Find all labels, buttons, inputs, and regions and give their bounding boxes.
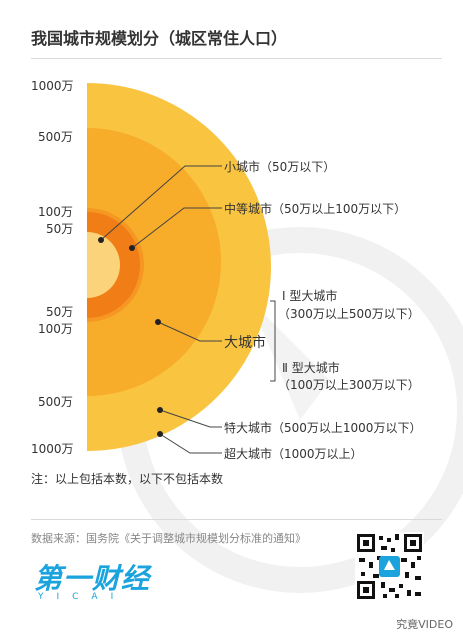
leader-lines	[100, 165, 276, 454]
page-title: 我国城市规模划分（城区常住人口）	[31, 29, 288, 48]
source-text: 数据来源：国务院《关于调整城市规模划分标准的通知》	[31, 532, 306, 545]
label-type2-large-city: Ⅱ 型大城市	[282, 361, 340, 375]
divider	[31, 58, 442, 59]
leader-small	[100, 165, 222, 241]
dot-large	[155, 319, 161, 325]
tick-500-bottom: 500万	[38, 395, 73, 409]
label-medium-city: 中等城市（50万以上100万以下）	[224, 202, 407, 216]
leader-dots	[98, 237, 163, 437]
label-type1-range: （300万以上500万以下）	[278, 307, 420, 321]
bracket-large-subtypes	[270, 300, 276, 382]
ring-extra-large-city	[87, 128, 221, 396]
tick-50-top: 50万	[46, 222, 74, 236]
ring-small-city	[87, 232, 120, 298]
label-type1-large-city: Ⅰ 型大城市	[282, 289, 338, 303]
tick-1000-top: 1000万	[31, 79, 74, 93]
tick-500-top: 500万	[38, 130, 73, 144]
dot-medium	[129, 245, 135, 251]
tick-1000-bottom: 1000万	[31, 442, 74, 456]
tick-100-bottom: 100万	[38, 322, 73, 336]
leader-extra-large	[159, 409, 222, 428]
brand-logo: 第一财经	[34, 562, 151, 595]
divider-bottom	[31, 519, 442, 520]
watermark-label: 究竟VIDEO	[396, 618, 453, 631]
dot-mega	[157, 431, 163, 437]
qr-code	[355, 532, 424, 601]
tick-100-top: 100万	[38, 205, 73, 219]
label-large-city: 大城市	[224, 335, 266, 351]
leader-large	[157, 321, 222, 342]
label-extra-large-city: 特大城市（500万以上1000万以下）	[224, 421, 422, 435]
leader-mega	[159, 433, 222, 454]
dot-extra-large	[157, 407, 163, 413]
leader-medium	[131, 207, 222, 249]
label-small-city: 小城市（50万以下）	[224, 160, 336, 174]
watermark-mark	[250, 300, 330, 420]
tick-50-bottom: 50万	[46, 305, 74, 319]
label-mega-city: 超大城市（1000万以上）	[224, 447, 363, 461]
brand-logo-sub: YICAI	[38, 592, 127, 602]
dot-small	[98, 237, 104, 243]
footnote: 注：以上包括本数，以下不包括本数	[31, 472, 224, 486]
label-type2-range: （100万以上300万以下）	[278, 378, 420, 392]
